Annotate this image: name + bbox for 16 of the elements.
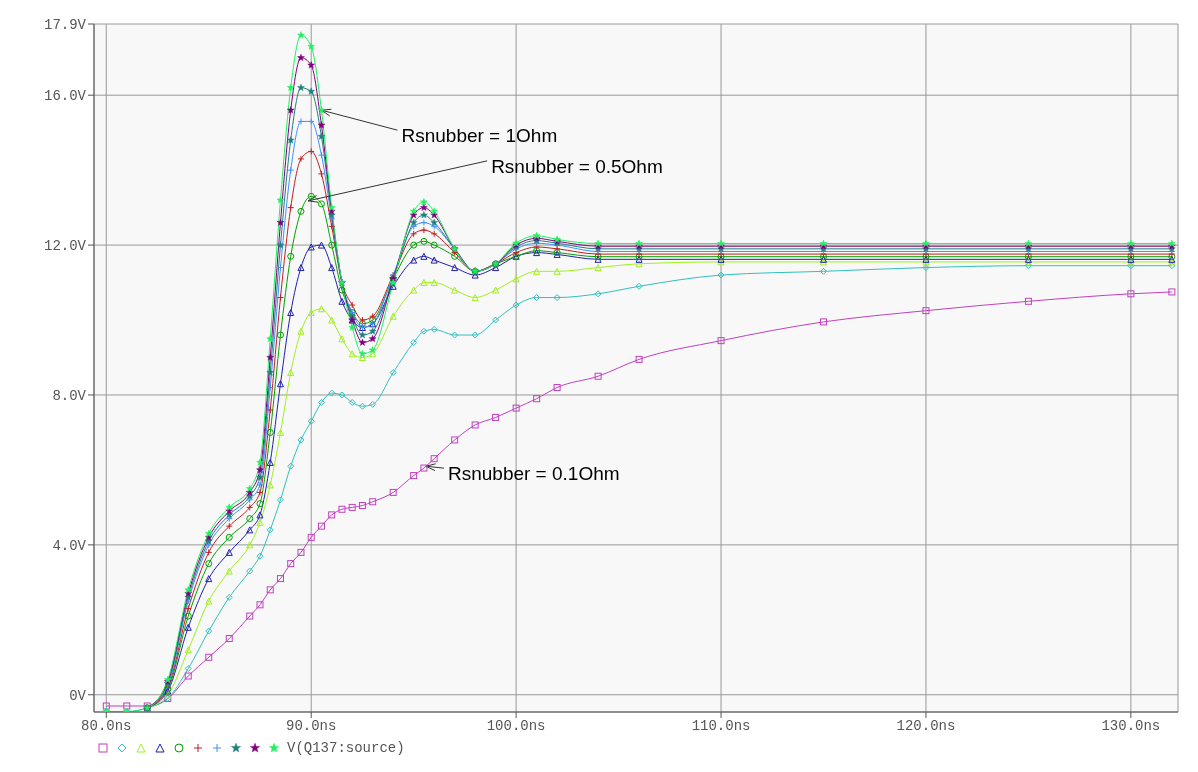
y-tick-label: 16.0V	[43, 88, 87, 105]
annotation: Rsnubber = 0.1Ohm	[447, 462, 620, 484]
legend-label: V(Q137:source)	[287, 740, 405, 756]
y-tick-label: 17.9V	[43, 16, 87, 33]
y-tick-label: 12.0V	[43, 238, 87, 255]
x-tick-label: 130.0ns	[1101, 717, 1161, 734]
x-tick-label: 110.0ns	[691, 717, 751, 734]
x-tick-label: 80.0ns	[81, 717, 132, 734]
y-tick-label: 8.0V	[52, 387, 87, 404]
annotation: Rsnubber = 0.5Ohm	[491, 155, 663, 177]
x-tick-label: 100.0ns	[486, 717, 546, 734]
y-tick-label: 4.0V	[52, 537, 87, 554]
annotation: Rsnubber = 1Ohm	[401, 124, 558, 146]
y-tick-label: 0V	[69, 687, 87, 704]
x-tick-label: 90.0ns	[286, 717, 337, 734]
x-tick-label: 120.0ns	[896, 717, 956, 734]
